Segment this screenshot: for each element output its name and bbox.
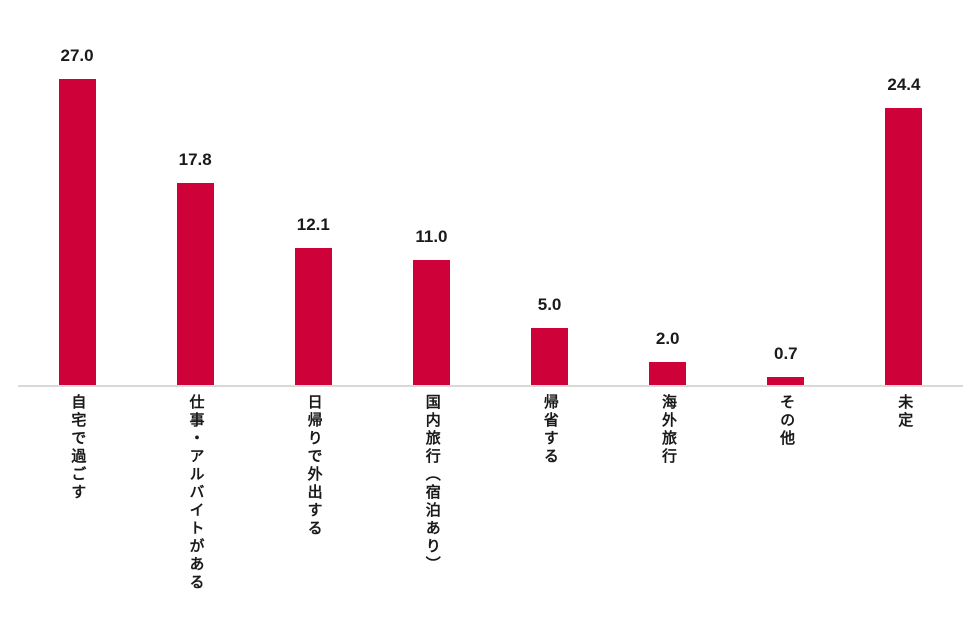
bar-column: 0.7 xyxy=(727,0,845,385)
bar-value-label: 11.0 xyxy=(415,226,448,246)
bar-category-label: その他 xyxy=(778,394,796,448)
bar xyxy=(294,248,332,385)
category-cell: 海外旅行 xyxy=(609,394,727,466)
bar xyxy=(412,260,450,385)
category-cell: 国内旅行（宿泊あり） xyxy=(372,394,490,574)
bar xyxy=(58,79,96,385)
category-cell: 帰省する xyxy=(491,394,609,466)
category-labels-row: 自宅で過ごす 仕事・アルバイトがある 日帰りで外出する 国内旅行（宿泊あり） 帰省する 海… xyxy=(18,394,963,592)
bar-column: 12.1 xyxy=(254,0,372,385)
bar-column: 2.0 xyxy=(609,0,727,385)
bar-column: 5.0 xyxy=(491,0,609,385)
bar-value-label: 27.0 xyxy=(60,45,94,65)
bar-category-label: 帰省する xyxy=(541,394,559,466)
bar-category-label: 国内旅行（宿泊あり） xyxy=(423,394,441,574)
bar-category-label: 未定 xyxy=(896,394,914,430)
bar-category-label: 自宅で過ごす xyxy=(69,394,87,502)
bar-value-label: 2.0 xyxy=(655,328,680,348)
bar xyxy=(176,183,214,385)
bar-column: 17.8 xyxy=(136,0,254,385)
bar-column: 24.4 xyxy=(845,0,963,385)
bar-value-label: 17.8 xyxy=(178,149,212,169)
category-cell: 日帰りで外出する xyxy=(254,394,372,538)
bar xyxy=(767,377,805,385)
bar xyxy=(531,328,569,385)
bar-value-label: 0.7 xyxy=(773,343,798,363)
bar-value-label: 5.0 xyxy=(537,294,562,314)
plot-area: 27.0 17.8 12.1 11.0 5.0 2.0 0.7 24.4 xyxy=(18,0,963,385)
bar xyxy=(885,108,923,385)
category-cell: 未定 xyxy=(845,394,963,430)
bar-category-label: 海外旅行 xyxy=(659,394,677,466)
x-axis-line xyxy=(18,385,963,387)
category-cell: 仕事・アルバイトがある xyxy=(136,394,254,592)
bar-category-label: 日帰りで外出する xyxy=(305,394,323,538)
category-cell: 自宅で過ごす xyxy=(18,394,136,502)
bar-value-label: 12.1 xyxy=(296,214,330,234)
bar xyxy=(649,362,687,385)
bar-column: 27.0 xyxy=(18,0,136,385)
bar-column: 11.0 xyxy=(372,0,490,385)
category-cell: その他 xyxy=(727,394,845,448)
bar-value-label: 24.4 xyxy=(887,74,921,94)
bar-category-label: 仕事・アルバイトがある xyxy=(187,394,205,592)
